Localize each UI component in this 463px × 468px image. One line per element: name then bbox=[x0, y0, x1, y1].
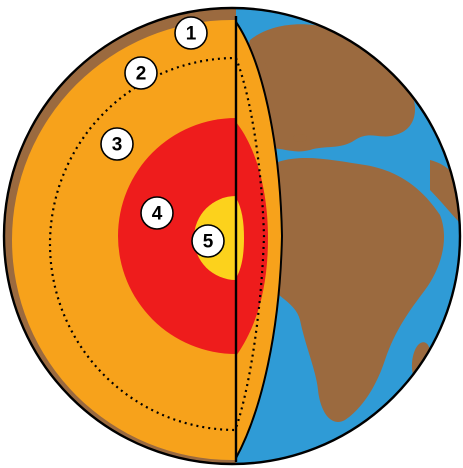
globe-outline bbox=[2, 6, 462, 466]
cut-face-outline bbox=[235, 21, 284, 459]
layer-label-2: 2 bbox=[124, 56, 158, 90]
cut-face-outer-core bbox=[236, 122, 268, 356]
layer-label-5-text: 5 bbox=[203, 232, 214, 253]
layer-label-2-text: 2 bbox=[136, 64, 147, 85]
inner-core-layer bbox=[194, 196, 236, 280]
layer-label-4-text: 4 bbox=[152, 204, 163, 225]
layer-label-3-text: 3 bbox=[112, 135, 123, 156]
cut-face-inner-core bbox=[236, 198, 244, 278]
cut-face bbox=[234, 16, 284, 462]
land-europe bbox=[248, 24, 415, 152]
layer-label-4: 4 bbox=[140, 196, 174, 230]
land-africa bbox=[252, 158, 445, 422]
cut-face-dotted-boundary bbox=[234, 57, 266, 429]
land-island bbox=[293, 134, 307, 142]
layer-label-5: 5 bbox=[191, 224, 225, 258]
outer-core-layer bbox=[118, 118, 236, 354]
layer-label-1-text: 1 bbox=[186, 24, 197, 45]
layer-label-1: 1 bbox=[174, 16, 208, 50]
layer-label-3: 3 bbox=[100, 127, 134, 161]
